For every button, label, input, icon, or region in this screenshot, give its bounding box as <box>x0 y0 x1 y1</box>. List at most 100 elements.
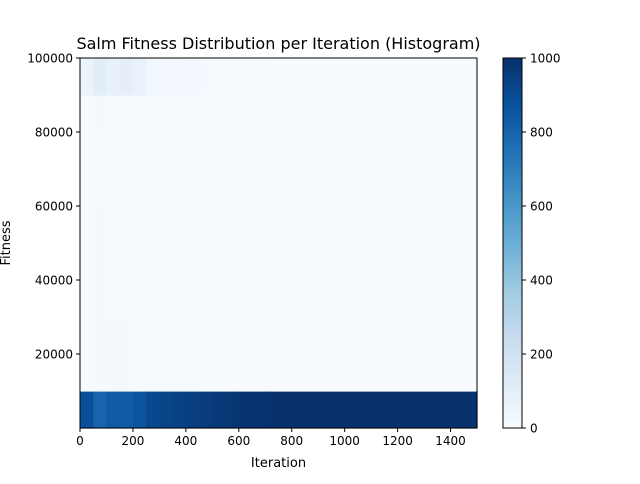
x-tick-label: 0 <box>76 434 84 448</box>
heatmap-cell <box>238 317 266 355</box>
heatmap-cell <box>212 391 227 429</box>
heatmap-cell <box>146 243 160 281</box>
heatmap-cell <box>185 58 200 96</box>
heatmap-cell <box>106 354 121 392</box>
heatmap-cell <box>132 354 147 392</box>
heatmap-cell <box>106 95 121 133</box>
heatmap-cell <box>199 354 213 392</box>
heatmap-cell <box>93 243 108 281</box>
heatmap-cell <box>119 95 134 133</box>
heatmap-cell <box>119 169 134 207</box>
heatmap-cell <box>199 317 213 355</box>
colorbar-tick-label: 0 <box>530 422 538 436</box>
heatmap-cell <box>146 391 160 429</box>
heatmap-cell <box>146 354 160 392</box>
heatmap-cell <box>185 280 200 318</box>
x-tick-label: 800 <box>280 434 303 448</box>
heatmap-cell <box>185 354 200 392</box>
heatmap-cell <box>159 132 174 170</box>
heatmap-cell <box>159 206 174 244</box>
heatmap-cell <box>132 169 147 207</box>
heatmap-cell <box>159 280 174 318</box>
heatmap-cell <box>119 280 134 318</box>
heatmap-cell <box>265 58 478 96</box>
colorbar <box>502 57 523 429</box>
heatmap-cell <box>146 206 160 244</box>
x-tick-label: 400 <box>174 434 197 448</box>
heatmap-cell <box>132 391 147 429</box>
heatmap-cell <box>225 243 240 281</box>
heatmap-cell <box>265 317 478 355</box>
heatmap-cell <box>212 280 227 318</box>
heatmap-cell <box>212 243 227 281</box>
y-tick-label: 100000 <box>27 52 73 66</box>
heatmap-cell <box>238 95 266 133</box>
heatmap-cell <box>225 317 240 355</box>
y-tick-label: 20000 <box>35 348 73 362</box>
heatmap-cell <box>185 132 200 170</box>
heatmap-cell <box>238 354 266 392</box>
heatmap-cell <box>199 132 213 170</box>
colorbar-tick-label: 1000 <box>530 52 561 66</box>
x-tick-label: 1200 <box>382 434 413 448</box>
heatmap-cell <box>80 95 94 133</box>
heatmap-cell <box>238 280 266 318</box>
heatmap-cell <box>172 95 187 133</box>
chart-title: Salm Fitness Distribution per Iteration … <box>76 34 480 53</box>
heatmap-cell <box>265 169 478 207</box>
colorbar-tick-label: 200 <box>530 348 553 362</box>
x-axis-label: Iteration <box>251 456 306 471</box>
heatmap-cell <box>212 206 227 244</box>
heatmap-cell <box>199 243 213 281</box>
heatmap-cell <box>132 243 147 281</box>
heatmap-cell <box>199 206 213 244</box>
heatmap-cell <box>93 354 108 392</box>
heatmap-cell <box>159 95 174 133</box>
heatmap-cell <box>80 317 94 355</box>
heatmap-cell <box>172 280 187 318</box>
x-tick-label: 200 <box>121 434 144 448</box>
heatmap-cell <box>146 95 160 133</box>
heatmap-cell <box>106 58 121 96</box>
x-tick-label: 1000 <box>329 434 360 448</box>
heatmap-cell <box>119 391 134 429</box>
heatmap-cell <box>265 132 478 170</box>
heatmap-cell <box>238 243 266 281</box>
colorbar-tick-label: 800 <box>530 126 553 140</box>
heatmap-cell <box>146 317 160 355</box>
heatmap-cell <box>159 391 174 429</box>
heatmap-cell <box>238 58 266 96</box>
heatmap-cell <box>238 132 266 170</box>
heatmap-cell <box>146 132 160 170</box>
heatmap-cell <box>212 95 227 133</box>
heatmap-cell <box>225 58 240 96</box>
x-tick-label: 1400 <box>435 434 466 448</box>
heatmap-cell <box>185 317 200 355</box>
heatmap-cell <box>225 354 240 392</box>
heatmap-cell <box>132 95 147 133</box>
heatmap-cell <box>199 95 213 133</box>
heatmap-cell <box>106 243 121 281</box>
heatmap-cell <box>106 317 121 355</box>
heatmap-cell <box>172 243 187 281</box>
heatmap-cell <box>106 206 121 244</box>
heatmap-cell <box>80 58 94 96</box>
heatmap-cell <box>225 95 240 133</box>
heatmap-cell <box>238 391 266 429</box>
heatmap-cell <box>212 132 227 170</box>
heatmap-cell <box>119 243 134 281</box>
heatmap-cell <box>146 280 160 318</box>
colorbar-tick-label: 600 <box>530 200 553 214</box>
heatmap-cell <box>80 206 94 244</box>
heatmap-cell <box>106 391 121 429</box>
heatmap-cell <box>80 391 94 429</box>
heatmap-cell <box>146 58 160 96</box>
heatmap-cell <box>106 169 121 207</box>
heatmap-cell <box>185 169 200 207</box>
heatmap-cell <box>146 169 160 207</box>
heatmap-cell <box>225 391 240 429</box>
heatmap-cell <box>132 206 147 244</box>
heatmap-cell <box>132 317 147 355</box>
